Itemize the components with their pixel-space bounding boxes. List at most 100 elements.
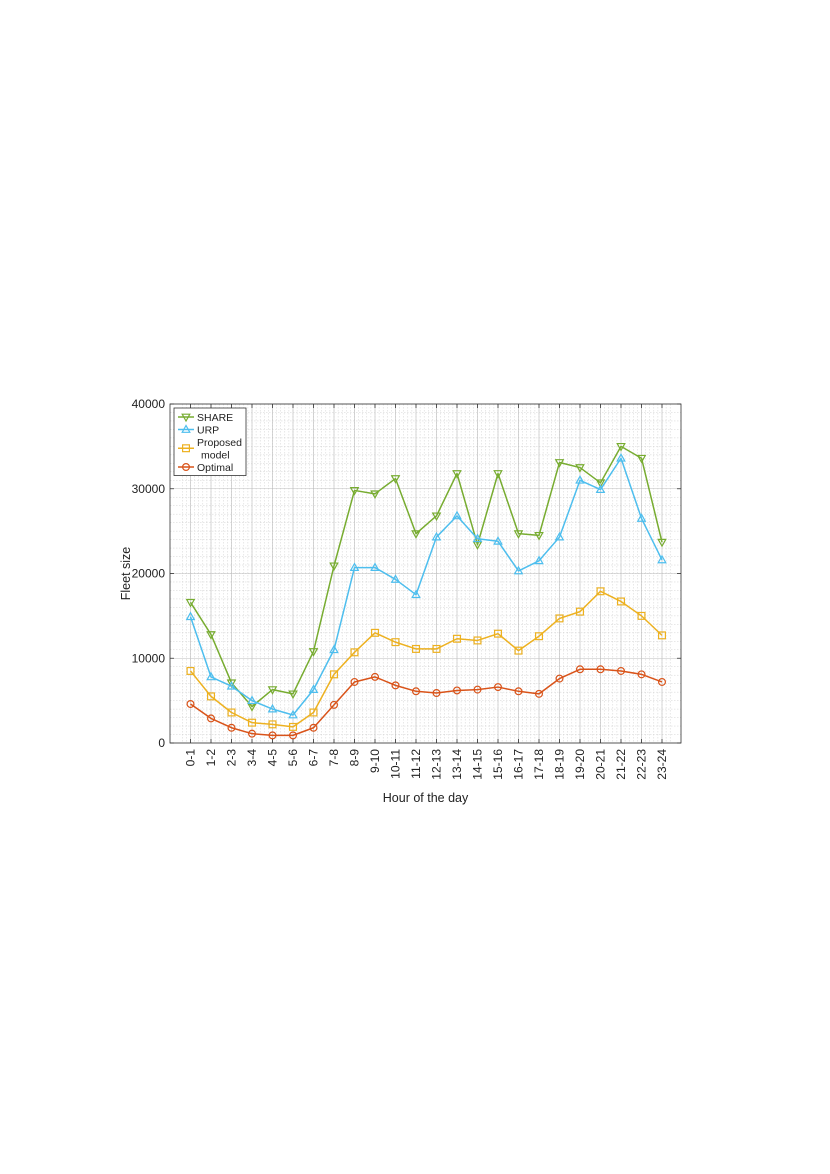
data-point-share bbox=[349, 487, 360, 496]
data-point-urp bbox=[493, 536, 503, 545]
x-tick-label: 13-14 bbox=[450, 749, 464, 780]
data-point-optimal bbox=[637, 670, 646, 679]
data-point-proposed-model bbox=[330, 670, 339, 679]
x-tick-label: 8-9 bbox=[348, 749, 362, 767]
series-line-share bbox=[189, 445, 663, 708]
data-point-urp bbox=[616, 453, 626, 462]
data-point-share bbox=[595, 479, 606, 489]
y-tick-label: 20000 bbox=[132, 567, 166, 581]
data-point-urp bbox=[513, 565, 524, 575]
data-point-optimal bbox=[494, 683, 503, 692]
data-point-share bbox=[513, 530, 524, 539]
x-axis-title: Hour of the day bbox=[383, 791, 469, 805]
series-optimal bbox=[186, 665, 666, 740]
data-point-share bbox=[411, 530, 421, 539]
y-axis-title: Fleet size bbox=[119, 547, 133, 601]
data-point-optimal bbox=[268, 731, 277, 740]
data-point-proposed-model bbox=[473, 636, 482, 645]
legend-marker-urp bbox=[181, 424, 191, 433]
data-point-proposed-model bbox=[289, 722, 298, 731]
data-point-urp bbox=[329, 644, 339, 654]
data-point-proposed-model bbox=[309, 708, 318, 717]
x-tick-label: 3-4 bbox=[245, 749, 259, 767]
series-proposed-model bbox=[186, 587, 666, 731]
data-point-proposed-model bbox=[186, 666, 195, 675]
x-tick-label: 20-21 bbox=[594, 749, 608, 780]
x-tick-label: 0-1 bbox=[184, 749, 198, 767]
x-tick-label: 9-10 bbox=[368, 749, 382, 773]
data-point-optimal bbox=[473, 685, 482, 694]
data-point-share bbox=[657, 538, 667, 548]
data-point-optimal bbox=[412, 687, 421, 696]
data-point-proposed-model bbox=[637, 611, 646, 620]
data-point-proposed-model bbox=[596, 587, 605, 596]
x-tick-label: 6-7 bbox=[307, 749, 321, 767]
data-point-share bbox=[452, 470, 462, 479]
data-point-share bbox=[206, 631, 216, 640]
data-point-optimal bbox=[391, 681, 400, 690]
y-tick-label: 0 bbox=[158, 736, 165, 750]
x-tick-label: 4-5 bbox=[266, 749, 280, 767]
y-tick-label: 40000 bbox=[132, 397, 166, 411]
data-point-proposed-model bbox=[227, 708, 236, 717]
data-point-urp bbox=[288, 709, 298, 719]
x-tick-label: 16-17 bbox=[512, 749, 526, 780]
x-tick-label: 18-19 bbox=[553, 749, 567, 780]
series-layer bbox=[185, 442, 667, 740]
data-point-proposed-model bbox=[391, 638, 400, 647]
data-point-proposed-model bbox=[616, 597, 625, 606]
data-point-optimal bbox=[453, 686, 462, 695]
legend-label-urp: URP bbox=[197, 424, 219, 436]
legend-marker-optimal bbox=[182, 463, 191, 472]
data-point-share bbox=[534, 531, 544, 541]
data-point-proposed-model bbox=[555, 614, 564, 623]
x-tick-label: 15-16 bbox=[491, 749, 505, 780]
legend-label-proposed-model: Proposed bbox=[197, 437, 242, 449]
y-tick-label: 30000 bbox=[132, 482, 166, 496]
data-point-proposed-model bbox=[248, 718, 257, 727]
data-point-optimal bbox=[330, 700, 339, 709]
data-point-optimal bbox=[207, 714, 216, 723]
x-tick-label: 22-23 bbox=[635, 749, 649, 780]
data-point-urp bbox=[636, 513, 647, 522]
x-tick-label: 1-2 bbox=[204, 749, 218, 767]
data-point-urp bbox=[411, 589, 421, 599]
data-point-urp bbox=[349, 562, 360, 571]
data-point-optimal bbox=[555, 674, 564, 683]
data-point-share bbox=[226, 679, 237, 689]
axes: 0 10000 20000 30000 40000 0-1 1-2 2-3 3-4 4-5 5-6 6… bbox=[132, 397, 681, 780]
data-point-optimal bbox=[432, 688, 441, 697]
data-point-optimal bbox=[248, 729, 257, 738]
x-tick-label: 5-6 bbox=[286, 749, 300, 767]
x-tick-label: 12-13 bbox=[430, 749, 444, 780]
data-point-share bbox=[370, 490, 380, 500]
legend-label-optimal: Optimal bbox=[197, 462, 233, 474]
data-point-proposed-model bbox=[453, 634, 462, 643]
data-point-optimal bbox=[657, 677, 666, 686]
series-share bbox=[185, 442, 667, 712]
legend-box bbox=[173, 407, 247, 476]
x-tick-label: 21-22 bbox=[614, 749, 628, 780]
data-point-share bbox=[267, 686, 278, 695]
data-point-share bbox=[554, 459, 565, 468]
x-tick-label: 10-11 bbox=[389, 749, 403, 779]
legend-label-proposed-model: model bbox=[201, 449, 230, 461]
data-point-proposed-model bbox=[432, 644, 441, 653]
data-point-urp bbox=[452, 510, 462, 520]
data-point-share bbox=[329, 562, 339, 572]
data-point-share bbox=[185, 598, 196, 608]
data-point-urp bbox=[472, 533, 483, 543]
data-point-proposed-model bbox=[412, 644, 421, 653]
data-point-share bbox=[575, 464, 585, 473]
data-point-optimal bbox=[534, 689, 543, 698]
data-point-proposed-model bbox=[494, 629, 503, 638]
grid bbox=[170, 403, 681, 744]
data-point-urp bbox=[534, 555, 544, 565]
data-point-optimal bbox=[575, 665, 584, 674]
data-point-optimal bbox=[616, 666, 625, 675]
data-point-urp bbox=[554, 531, 565, 541]
x-tick-label: 7-8 bbox=[327, 749, 341, 767]
data-point-share bbox=[431, 512, 442, 522]
data-point-urp bbox=[431, 531, 442, 541]
